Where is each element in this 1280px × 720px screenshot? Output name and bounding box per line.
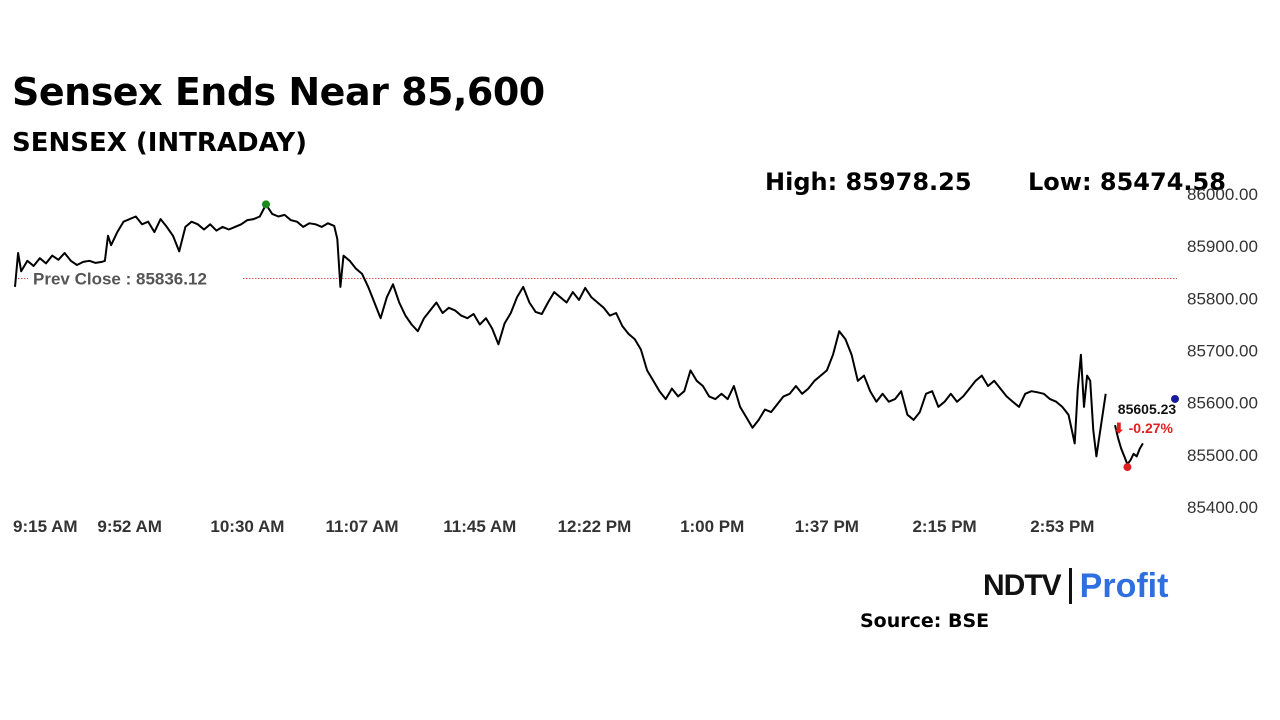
x-tick-label: 10:30 AM — [210, 517, 284, 536]
last-price-marker — [1171, 394, 1179, 403]
brand-divider — [1068, 568, 1072, 604]
low-marker — [1123, 463, 1132, 472]
day-high-label: High: 85978.25 — [765, 168, 972, 196]
y-tick-label: 85500.00 — [1187, 446, 1258, 465]
x-tick-label: 2:15 PM — [912, 517, 976, 536]
source-note: Source: BSE — [860, 610, 990, 632]
last-price-label: 85605.23 — [1118, 401, 1177, 417]
y-tick-label: 85400.00 — [1187, 498, 1258, 517]
brand-profit-text: Profit — [1079, 566, 1169, 605]
high-marker — [261, 200, 270, 209]
y-axis: 86000.00 85900.00 85800.00 85700.00 85600.00… — [1187, 185, 1258, 517]
price-line-segment-1 — [14, 203, 1107, 458]
x-tick-label: 11:45 AM — [443, 517, 516, 536]
x-axis: 9:15 AM 9:52 AM 10:30 AM 11:07 AM 11:45 AM 12… — [13, 517, 1094, 536]
x-tick-label: 11:07 AM — [326, 517, 399, 536]
y-tick-label: 85600.00 — [1187, 394, 1258, 413]
brand-logo: NDTV Profit — [983, 566, 1168, 606]
x-tick-label: 1:37 PM — [795, 517, 859, 536]
prev-close-label-bg — [28, 267, 242, 290]
last-change-label: ⬇ -0.27% — [1113, 420, 1174, 436]
x-tick-label: 9:52 AM — [97, 517, 162, 536]
x-tick-label: 12:22 PM — [558, 517, 632, 536]
prev-close-layer: Prev Close : 85836.12 — [15, 267, 1177, 290]
brand-ndtv-text: NDTV — [983, 569, 1062, 602]
chart-title: Sensex Ends Near 85,600 — [12, 70, 545, 114]
price-line-segment-2 — [1114, 424, 1144, 466]
x-tick-label: 9:15 AM — [13, 517, 78, 536]
x-tick-label: 1:00 PM — [680, 517, 744, 536]
y-tick-label: 85800.00 — [1187, 289, 1258, 308]
y-tick-label: 85700.00 — [1187, 342, 1258, 361]
markers: 85605.23 ⬇ -0.27% — [261, 200, 1179, 472]
y-tick-label: 85900.00 — [1187, 237, 1258, 256]
chart-subtitle: SENSEX (INTRADAY) — [12, 128, 307, 158]
x-tick-label: 2:53 PM — [1030, 517, 1094, 536]
series-layer — [14, 203, 1144, 466]
day-low-label: Low: 85474.58 — [1028, 168, 1226, 196]
prev-close-label: Prev Close : 85836.12 — [33, 269, 207, 288]
y-tick-label: 86000.00 — [1187, 185, 1258, 204]
